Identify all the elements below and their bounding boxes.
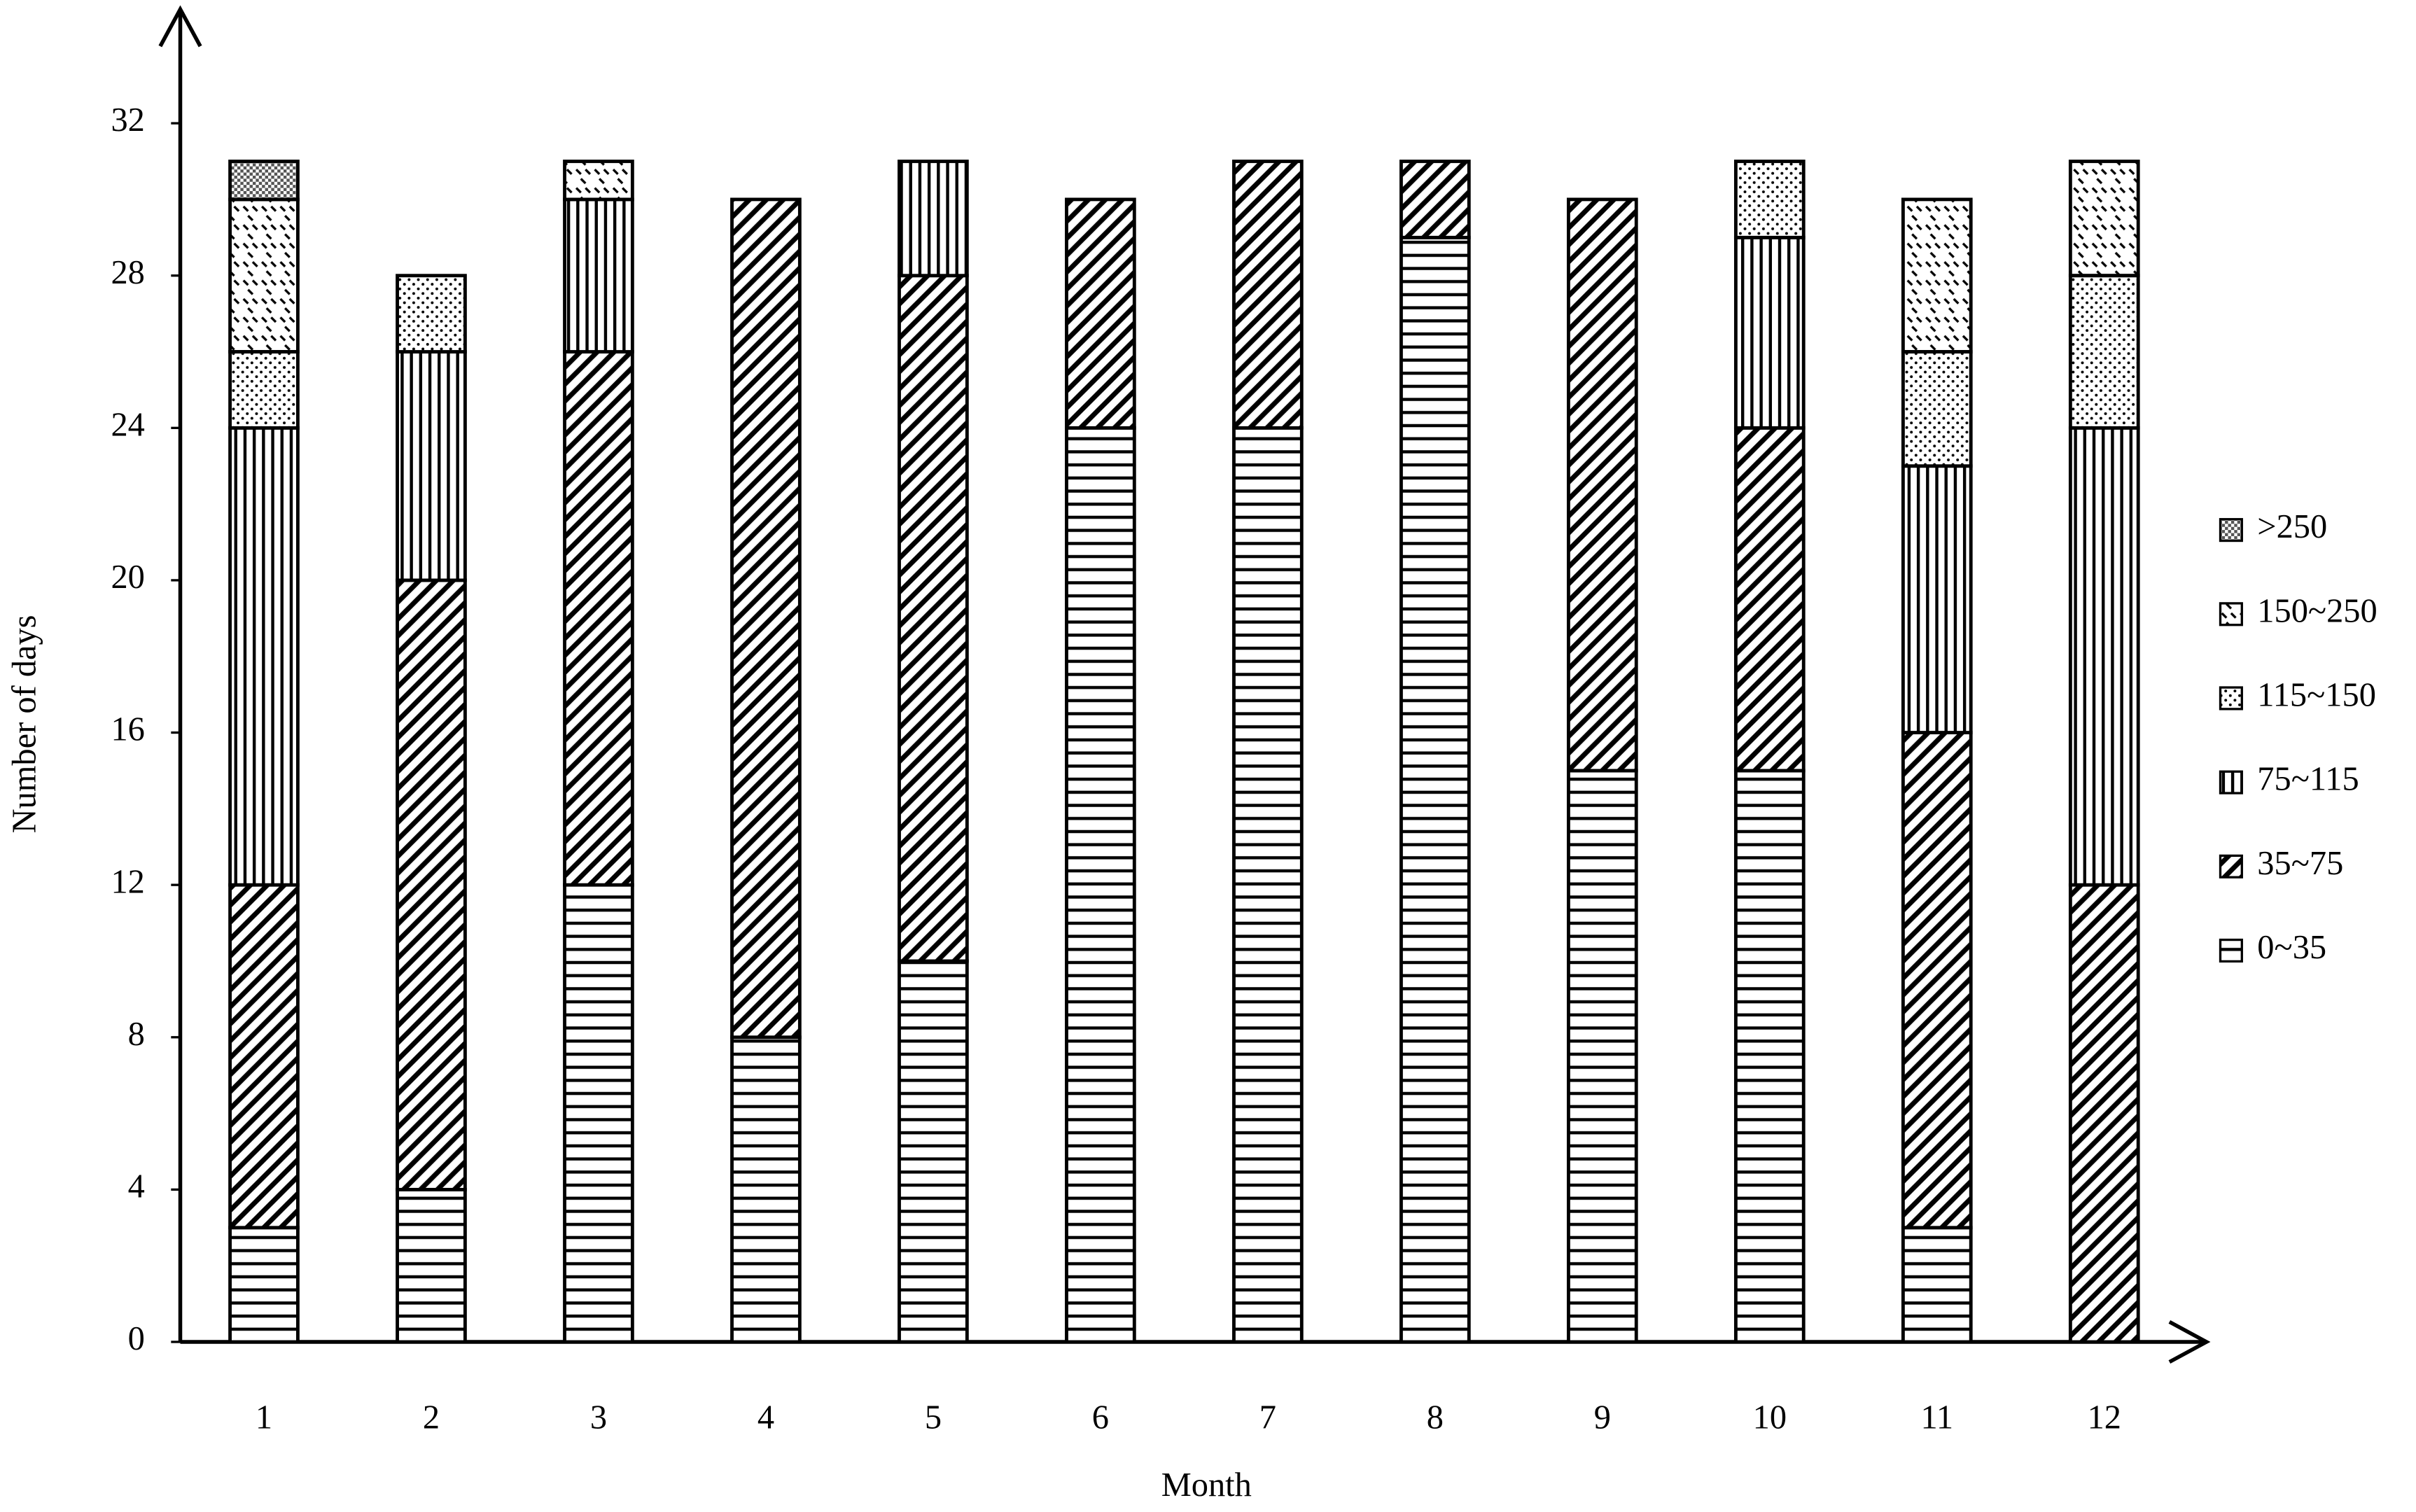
bar-segment: [1901, 1226, 1973, 1344]
y-tick-label: 16: [111, 711, 144, 748]
bar-segment: [563, 883, 634, 1344]
bar-segment: [2068, 160, 2140, 278]
bar-segment: [730, 1035, 802, 1344]
bar-segment: [898, 959, 969, 1344]
x-tick-label: 3: [590, 1399, 607, 1436]
bar-segment: [563, 350, 634, 887]
bar-segment: [1232, 426, 1304, 1344]
x-tick-label: 11: [1920, 1399, 1953, 1436]
bar-segment: [563, 160, 634, 202]
bar-segment: [1065, 197, 1136, 430]
bar-segment: [396, 274, 467, 354]
legend-label: 0~35: [2257, 929, 2326, 966]
bar-segment: [2068, 426, 2140, 887]
bar-segment: [396, 350, 467, 582]
x-tick-label: 6: [1092, 1399, 1109, 1436]
y-axis-arrow: [158, 5, 202, 48]
bar-segment: [1733, 769, 1806, 1344]
y-tick-label: 4: [128, 1168, 145, 1205]
legend-swatch: [2219, 770, 2243, 794]
y-tick-label: 28: [111, 254, 144, 291]
x-tick-label: 1: [256, 1399, 272, 1436]
y-axis-title: Number of days: [6, 615, 43, 833]
bar-segment: [228, 1226, 300, 1344]
axes: [158, 5, 2211, 1364]
bar-segment: [228, 426, 300, 887]
bar-segment: [396, 578, 467, 1191]
bar-segment: [1065, 426, 1136, 1344]
bar-segment: [1566, 769, 1638, 1344]
y-tick-label: 8: [128, 1016, 145, 1053]
y-tick-label: 12: [111, 863, 144, 900]
bar-segment: [1733, 235, 1806, 430]
y-tick-label: 32: [111, 102, 144, 139]
bar-segment: [1901, 731, 1973, 1230]
x-tick-label: 5: [925, 1399, 942, 1436]
bar-segment: [1399, 160, 1471, 239]
x-tick-label: 10: [1753, 1399, 1787, 1436]
x-tick-label: 9: [1594, 1399, 1611, 1436]
legend-label: 115~150: [2257, 677, 2376, 714]
bar-segment: [1733, 160, 1806, 239]
bar-segment: [898, 160, 969, 278]
bar-segment: [1733, 426, 1806, 773]
bar-segment: [228, 350, 300, 430]
bar-segment: [563, 197, 634, 354]
bar-segment: [228, 883, 300, 1230]
x-tick-label: 2: [423, 1399, 440, 1436]
bar-segment: [228, 197, 300, 354]
x-axis-arrow: [2168, 1320, 2211, 1364]
x-tick-label: 4: [757, 1399, 774, 1436]
bar-segment: [2068, 883, 2140, 1344]
bar-segment: [228, 160, 300, 202]
legend-swatch: [2219, 686, 2243, 710]
bar-segment: [898, 274, 969, 963]
legend-label: >250: [2257, 508, 2327, 545]
y-tick-label: 0: [128, 1320, 145, 1357]
bar-segment: [1901, 464, 1973, 734]
legend-swatch: [2219, 854, 2243, 878]
y-tick-label: 20: [111, 559, 144, 596]
x-tick-label: 7: [1259, 1399, 1276, 1436]
x-axis-title: Month: [1161, 1466, 1252, 1504]
legend-swatch: [2219, 938, 2243, 963]
legend-label: 35~75: [2257, 845, 2343, 882]
x-tick-label: 8: [1427, 1399, 1444, 1436]
bar-segment: [1566, 197, 1638, 773]
bar-segment: [2068, 274, 2140, 430]
bar-segment: [1232, 160, 1304, 430]
y-tick-label: 24: [111, 406, 144, 443]
legend-swatch: [2219, 518, 2243, 542]
legend-swatch: [2219, 602, 2243, 626]
bar-segment: [730, 197, 802, 1040]
bar-segment: [1901, 350, 1973, 468]
x-tick-label: 12: [2088, 1399, 2121, 1436]
legend-label: 150~250: [2257, 592, 2377, 629]
bar-segment: [1901, 197, 1973, 354]
bar-segment: [396, 1187, 467, 1344]
legend-label: 75~115: [2257, 761, 2359, 798]
bar-segment: [1399, 235, 1471, 1344]
